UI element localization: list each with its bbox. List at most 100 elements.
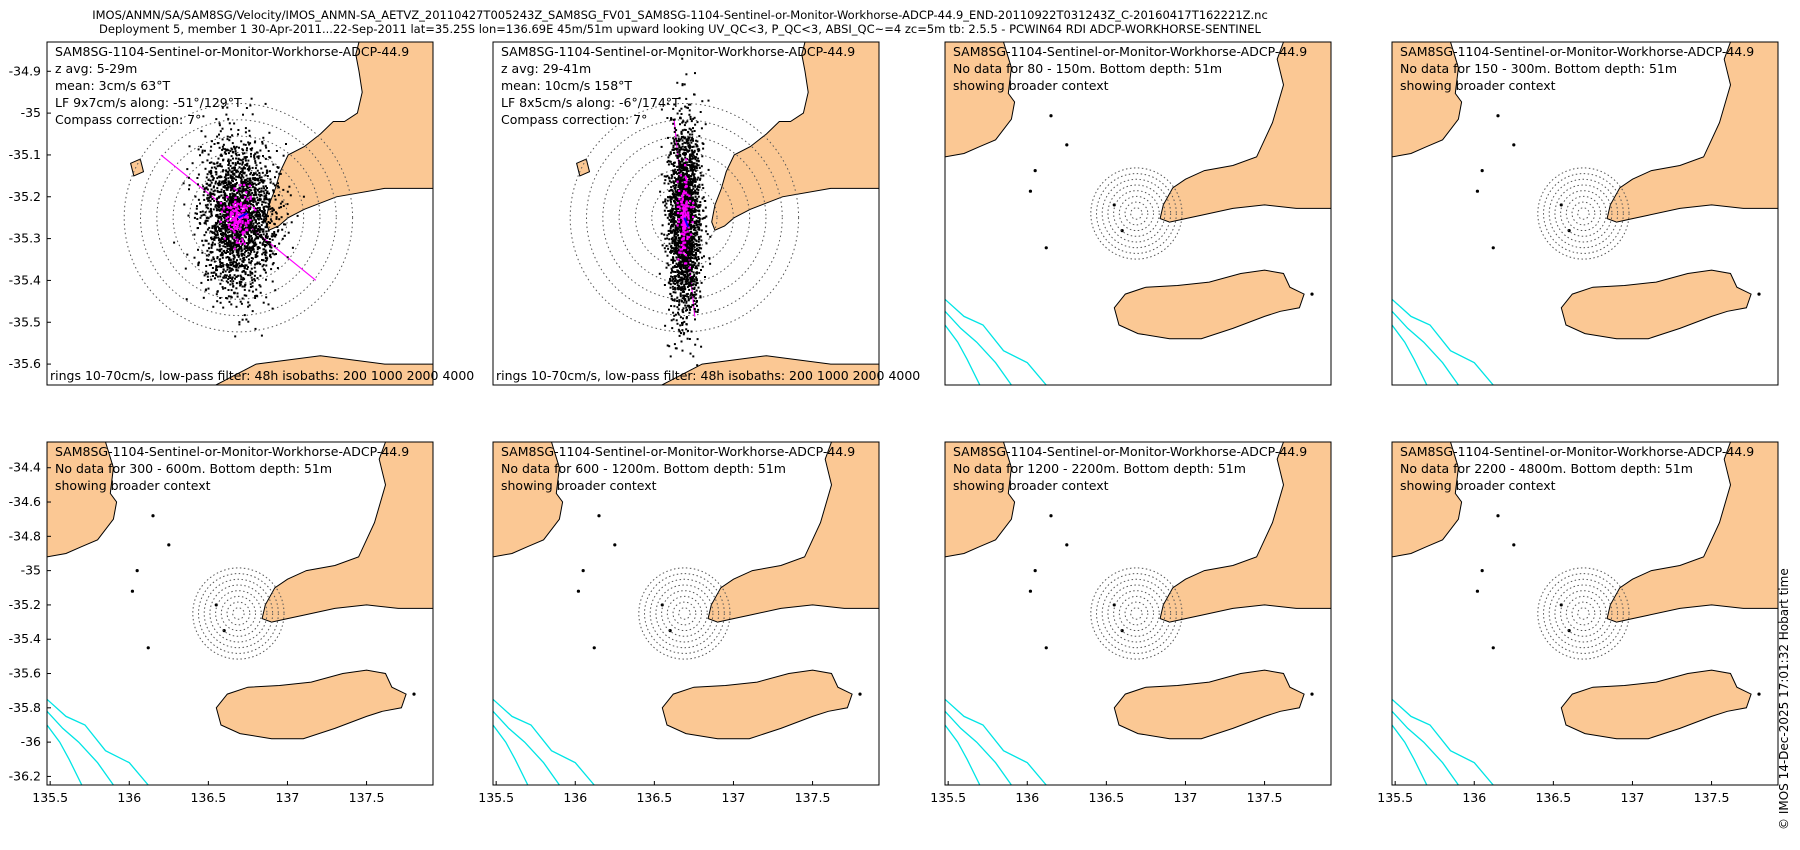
scatter-point bbox=[694, 283, 697, 286]
scatter-point bbox=[232, 258, 235, 261]
scatter-point bbox=[689, 294, 692, 297]
scatter-point bbox=[216, 257, 219, 260]
islet bbox=[1112, 603, 1116, 607]
scatter-point bbox=[231, 134, 234, 137]
scatter-point bbox=[238, 238, 241, 240]
scatter-point bbox=[670, 267, 673, 270]
scatter-point bbox=[686, 269, 689, 272]
scatter-point bbox=[239, 264, 241, 267]
scatter-point bbox=[675, 275, 678, 278]
scatter-point bbox=[691, 173, 694, 176]
scatter-point bbox=[694, 157, 697, 160]
scatter-point bbox=[694, 123, 697, 126]
scatter-point bbox=[257, 233, 260, 236]
ring-5 bbox=[1107, 184, 1166, 243]
scatter-point bbox=[668, 238, 671, 241]
scatter-point bbox=[698, 243, 701, 246]
scatter-point bbox=[291, 246, 294, 249]
scatter-point bbox=[212, 190, 215, 193]
lowpass-point bbox=[247, 219, 250, 223]
scatter-point bbox=[286, 213, 289, 216]
scatter-point bbox=[250, 198, 253, 201]
lowpass-point bbox=[234, 196, 237, 199]
scatter-point bbox=[222, 196, 225, 199]
scatter-point bbox=[219, 216, 222, 219]
scatter-point bbox=[227, 278, 230, 280]
scatter-point bbox=[235, 246, 238, 249]
scatter-point bbox=[233, 260, 236, 263]
scatter-point bbox=[242, 187, 245, 190]
scatter-point bbox=[680, 169, 682, 172]
scatter-point bbox=[239, 177, 242, 180]
scatter-point bbox=[219, 154, 222, 157]
scatter-point bbox=[263, 197, 266, 200]
scatter-point bbox=[202, 296, 205, 299]
scatter-point bbox=[246, 189, 249, 192]
scatter-point bbox=[679, 171, 682, 174]
scatter-point bbox=[667, 223, 670, 226]
scatter-point bbox=[262, 136, 265, 139]
scatter-point bbox=[269, 207, 272, 210]
scatter-point bbox=[222, 225, 225, 228]
scatter-point bbox=[251, 257, 254, 260]
scatter-point bbox=[681, 139, 684, 142]
land-kangaroo bbox=[661, 355, 879, 385]
scatter-point bbox=[232, 285, 235, 288]
scatter-point bbox=[675, 179, 678, 182]
scatter-point bbox=[694, 184, 696, 187]
scatter-point bbox=[688, 263, 691, 266]
scatter-point bbox=[264, 235, 267, 238]
scatter-point bbox=[688, 127, 691, 130]
islet bbox=[1512, 543, 1516, 547]
scatter-point bbox=[238, 187, 241, 190]
scatter-point bbox=[687, 209, 690, 212]
scatter-point bbox=[250, 260, 253, 262]
scatter-point bbox=[697, 160, 700, 163]
scatter-point bbox=[688, 219, 691, 222]
scatter-point bbox=[233, 238, 236, 241]
scatter-point bbox=[261, 228, 264, 231]
scatter-point bbox=[216, 165, 219, 168]
scatter-point bbox=[227, 214, 230, 217]
scatter-point bbox=[693, 162, 696, 165]
scatter-point bbox=[214, 229, 217, 232]
scatter-point bbox=[210, 192, 213, 195]
scatter-point bbox=[256, 217, 259, 220]
scatter-point bbox=[691, 257, 694, 259]
panel-text-0: No data for 150 - 300m. Bottom depth: 51… bbox=[1400, 61, 1677, 76]
scatter-point bbox=[707, 99, 710, 102]
ring-4 bbox=[1113, 590, 1160, 637]
scatter-point bbox=[264, 174, 267, 177]
scatter-point bbox=[250, 214, 253, 217]
scatter-point bbox=[673, 176, 676, 179]
scatter-point bbox=[682, 148, 685, 151]
lowpass-point bbox=[230, 219, 233, 222]
scatter-point bbox=[675, 225, 678, 228]
scatter-point bbox=[673, 234, 676, 237]
scatter-point bbox=[224, 230, 227, 233]
scatter-point bbox=[213, 162, 216, 165]
scatter-point bbox=[670, 142, 673, 145]
scatter-point bbox=[227, 177, 230, 180]
scatter-point bbox=[247, 224, 250, 227]
scatter-point bbox=[263, 269, 266, 272]
scatter-point bbox=[185, 298, 188, 301]
scatter-point bbox=[252, 183, 255, 185]
scatter-point bbox=[254, 167, 257, 170]
land-kangaroo bbox=[661, 669, 853, 740]
scatter-point bbox=[250, 155, 252, 158]
scatter-point bbox=[670, 215, 673, 218]
scatter-point bbox=[204, 273, 207, 276]
scatter-point bbox=[253, 245, 256, 247]
xtick-label: 135.5 bbox=[1377, 790, 1413, 805]
scatter-point bbox=[215, 266, 218, 269]
scatter-point bbox=[663, 182, 666, 185]
scatter-point bbox=[680, 157, 683, 160]
scatter-point bbox=[687, 246, 690, 249]
scatter-point bbox=[248, 183, 251, 186]
scatter-point bbox=[682, 234, 685, 237]
scatter-point bbox=[232, 254, 235, 257]
scatter-point bbox=[680, 230, 683, 233]
scatter-point bbox=[675, 184, 678, 186]
scatter-point bbox=[687, 257, 690, 260]
